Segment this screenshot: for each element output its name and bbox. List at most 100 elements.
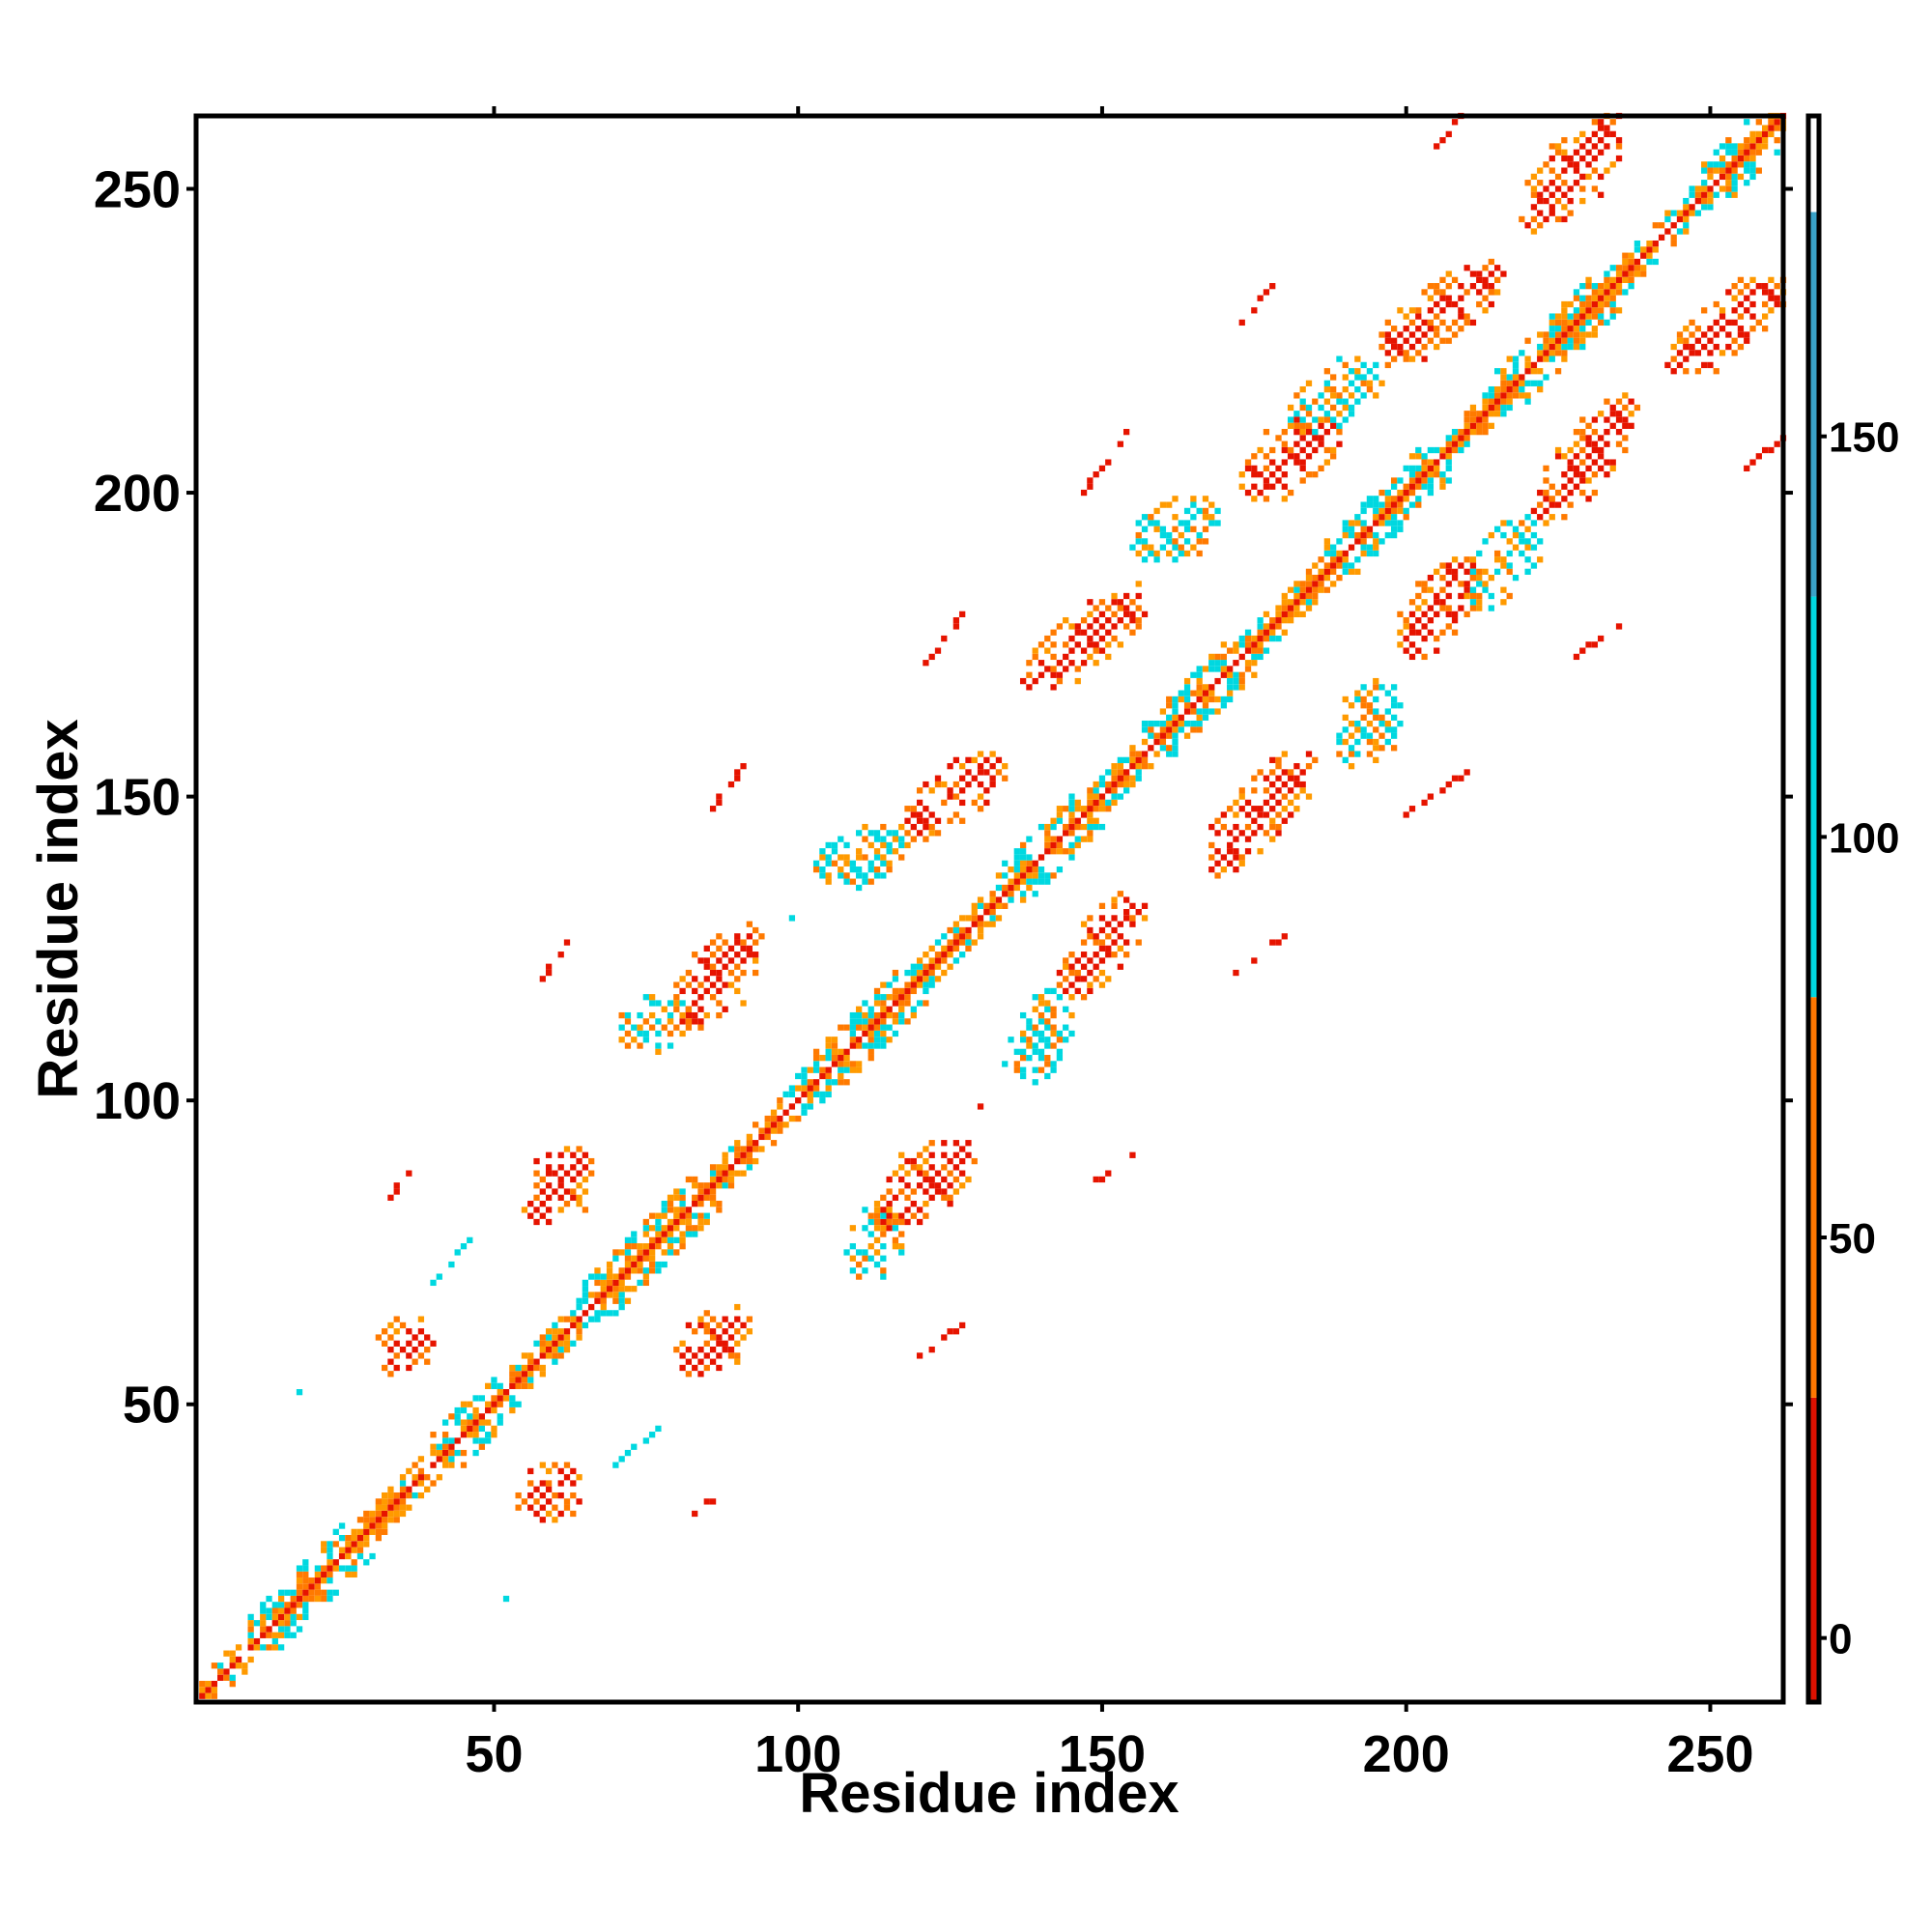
heatmap-cell xyxy=(412,1474,418,1481)
heatmap-cell-contact xyxy=(886,848,893,855)
heatmap-cell-contact xyxy=(1323,446,1331,454)
heatmap-cell-contact xyxy=(1519,550,1525,557)
heatmap-cell xyxy=(637,1243,643,1250)
heatmap-cell xyxy=(296,1613,303,1621)
heatmap-cell-contact xyxy=(1439,307,1446,314)
heatmap-cell-contact xyxy=(1445,568,1452,575)
heatmap-cell xyxy=(1214,653,1221,661)
heatmap-cell-contact xyxy=(545,1486,553,1492)
heatmap-cell-contact xyxy=(1415,581,1422,587)
heatmap-cell xyxy=(801,1072,808,1080)
heatmap-cell-contact xyxy=(1500,599,1507,606)
heatmap-cell-contact xyxy=(1476,276,1483,283)
heatmap-cell-contact xyxy=(637,1011,643,1019)
heatmap-cell-sparse xyxy=(1761,446,1769,454)
heatmap-cell-contact xyxy=(1056,677,1064,685)
heatmap-cell xyxy=(1244,641,1252,648)
heatmap-cell xyxy=(977,933,984,940)
heatmap-cell-contact xyxy=(709,1334,717,1341)
heatmap-cell xyxy=(266,1607,272,1614)
heatmap-cell-contact xyxy=(1615,411,1623,417)
heatmap-cell-contact xyxy=(722,1346,728,1353)
heatmap-cell xyxy=(436,1443,442,1450)
heatmap-cell-contact xyxy=(570,1176,577,1183)
heatmap-cell-contact xyxy=(1044,1072,1051,1080)
heatmap-cell-contact xyxy=(1488,283,1494,290)
heatmap-cell-contact xyxy=(1074,677,1081,685)
heatmap-cell-contact xyxy=(880,1267,887,1274)
heatmap-cell xyxy=(1348,520,1355,526)
heatmap-cell-contact xyxy=(928,1182,935,1189)
heatmap-cell-contact xyxy=(515,1504,522,1511)
heatmap-cell xyxy=(740,1157,747,1165)
heatmap-cell-sparse xyxy=(716,799,723,807)
heatmap-cell xyxy=(1683,228,1690,235)
heatmap-cell xyxy=(460,1462,468,1468)
heatmap-cell-diagonal xyxy=(1013,878,1020,885)
heatmap-cell-contact xyxy=(898,1151,905,1158)
heatmap-cell xyxy=(1579,283,1586,290)
heatmap-cell-contact xyxy=(1390,726,1398,733)
heatmap-cell-contact xyxy=(1087,957,1094,964)
heatmap-cell-contact xyxy=(685,1346,693,1353)
heatmap-cell xyxy=(467,1401,473,1407)
heatmap-cell-contact xyxy=(1373,374,1379,381)
heatmap-cell-sparse xyxy=(727,781,735,788)
heatmap-cell-contact xyxy=(1615,143,1623,150)
heatmap-cell xyxy=(1196,690,1203,696)
heatmap-cell xyxy=(1579,319,1586,327)
heatmap-cell-contact xyxy=(1063,1037,1069,1043)
heatmap-cell-contact xyxy=(673,1346,680,1353)
heatmap-cell-contact xyxy=(1287,416,1294,423)
heatmap-cell-contact xyxy=(1305,751,1313,757)
heatmap-cell-contact xyxy=(570,1188,577,1195)
heatmap-cell xyxy=(1731,185,1738,192)
heatmap-cell-contact xyxy=(1360,696,1367,703)
heatmap-cell xyxy=(1512,355,1520,362)
heatmap-cell xyxy=(1105,781,1112,788)
heatmap-cell-contact xyxy=(916,830,923,837)
heatmap-cell xyxy=(1749,155,1756,162)
heatmap-cell xyxy=(1622,258,1629,266)
heatmap-cell-contact xyxy=(1244,799,1252,807)
heatmap-cell xyxy=(1744,137,1750,144)
heatmap-cell xyxy=(685,1231,693,1237)
heatmap-cell xyxy=(1652,222,1659,229)
heatmap-cell-contact xyxy=(1281,483,1288,490)
heatmap-cell-sparse xyxy=(1087,483,1094,490)
heatmap-cell-contact xyxy=(1731,307,1738,314)
heatmap-cell xyxy=(1488,398,1494,405)
heatmap-cell xyxy=(770,1127,778,1134)
heatmap-cell-contact xyxy=(1068,981,1075,988)
heatmap-cell-contact xyxy=(892,1212,899,1219)
heatmap-cell-contact xyxy=(1293,416,1300,423)
heatmap-cell-contact xyxy=(637,1030,643,1037)
heatmap-cell xyxy=(1293,586,1300,593)
heatmap-cell-contact xyxy=(1458,562,1464,569)
heatmap-cell-contact xyxy=(1524,514,1531,521)
heatmap-cell-contact xyxy=(1598,453,1605,460)
heatmap-cell-contact xyxy=(1348,411,1355,417)
heatmap-cell xyxy=(332,1541,339,1548)
heatmap-cell xyxy=(667,1231,674,1237)
heatmap-cell-contact xyxy=(1135,909,1142,916)
heatmap-cell xyxy=(1585,283,1592,290)
heatmap-cell xyxy=(1087,823,1094,831)
heatmap-cell-contact xyxy=(886,1176,893,1183)
heatmap-cell-diagonal xyxy=(290,1602,297,1608)
heatmap-cell xyxy=(770,1109,778,1116)
heatmap-cell xyxy=(302,1613,309,1621)
heatmap-cell xyxy=(472,1406,479,1414)
heatmap-cell-contact xyxy=(916,1151,923,1158)
x-tick-label: 200 xyxy=(1363,1725,1450,1783)
heatmap-cell-contact xyxy=(898,1249,905,1256)
heatmap-cell-contact xyxy=(1458,283,1464,290)
heatmap-cell xyxy=(886,1037,893,1043)
heatmap-cell-contact xyxy=(1287,422,1294,429)
heatmap-cell-contact xyxy=(1524,556,1531,563)
heatmap-cell-diagonal xyxy=(1068,823,1075,831)
heatmap-cell xyxy=(1598,283,1605,290)
heatmap-cell-contact xyxy=(1604,416,1610,423)
heatmap-cell-contact xyxy=(679,1018,686,1025)
heatmap-cell xyxy=(916,957,923,964)
